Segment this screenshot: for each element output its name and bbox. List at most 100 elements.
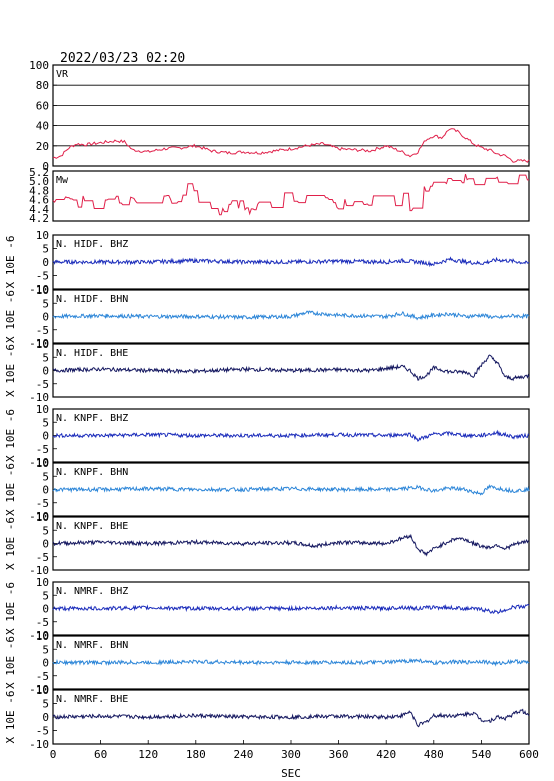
x-tick-label: 300: [281, 748, 301, 761]
y-axis-unit-label: X 10E -6: [4, 290, 17, 343]
x-tick-label: 60: [94, 748, 107, 761]
panel-label: N. KNPF. BHN: [56, 467, 128, 478]
series-line-7: [52, 484, 530, 496]
y-tick-label: 5: [42, 297, 49, 310]
series-line-6: [52, 429, 530, 442]
y-tick-label: -5: [36, 443, 49, 456]
panel-label: N. KNPF. BHZ: [56, 413, 128, 424]
x-tick-label: 120: [138, 748, 158, 761]
y-tick-label: -5: [36, 551, 49, 564]
y-tick-label: 10: [36, 630, 49, 643]
y-tick-label: -5: [36, 497, 49, 510]
y-tick-label: -10: [29, 510, 49, 523]
panel-label: N. HIDF. BHZ: [56, 239, 128, 250]
y-tick-label: 0: [42, 603, 49, 616]
y-tick-label: 100: [29, 59, 49, 72]
y-tick-label: -5: [36, 670, 49, 683]
y-tick-label: 0: [42, 365, 49, 378]
y-tick-label: 5: [42, 698, 49, 711]
x-tick-label: 180: [186, 748, 206, 761]
y-tick-label: 60: [36, 99, 49, 112]
y-tick-label: 4.8: [29, 184, 49, 197]
y-tick-label: -10: [29, 564, 49, 577]
panel-label: N. NMRF. BHE: [56, 694, 128, 705]
y-tick-label: 4.2: [29, 212, 49, 225]
panel-label: VR: [56, 69, 69, 80]
y-tick-label: -10: [29, 391, 49, 404]
y-axis-unit-label: X 10E -6: [4, 344, 17, 397]
panel-label: N. NMRF. BHZ: [56, 586, 128, 597]
y-tick-label: 0: [42, 657, 49, 670]
y-tick-label: 5: [42, 243, 49, 256]
y-tick-label: 10: [36, 511, 49, 524]
y-tick-label: 0: [42, 711, 49, 724]
x-tick-label: 600: [519, 748, 539, 761]
y-tick-label: 10: [36, 403, 49, 416]
y-axis-unit-label: X 10E -6: [4, 409, 17, 462]
y-axis-unit-label: X 10E -6: [4, 517, 17, 570]
panel-frame: [52, 170, 530, 222]
panel-label: N. HIDF. BHN: [56, 294, 128, 305]
y-tick-label: 40: [36, 120, 49, 133]
series-line-11: [52, 708, 530, 728]
y-axis-unit-label: X 10E -6: [4, 582, 17, 635]
y-tick-label: 10: [36, 457, 49, 470]
y-tick-label: 0: [42, 160, 49, 173]
y-tick-label: 5: [42, 643, 49, 656]
x-tick-label: 360: [329, 748, 349, 761]
y-tick-label: 80: [36, 79, 49, 92]
series-line-10: [52, 657, 530, 667]
x-tick-label: 420: [376, 748, 396, 761]
y-tick-label: -5: [36, 378, 49, 391]
y-tick-label: 5: [42, 524, 49, 537]
y-axis-unit-label: X 10E -6: [4, 636, 17, 689]
x-tick-label: 240: [233, 748, 253, 761]
panel-label: N. HIDF. BHE: [56, 348, 128, 359]
series-line-8: [52, 533, 530, 557]
x-axis: 0 60 120 180 240 300 360 420 480 540 600: [50, 740, 539, 761]
y-tick-label: -5: [36, 725, 49, 738]
chart-title: 2022/03/23 02:20: [60, 51, 185, 66]
y-tick-label: 5: [42, 416, 49, 429]
series-line-4: [52, 310, 530, 321]
panel-1: 0 20 40 60 80 100 VR: [29, 59, 530, 173]
y-tick-label: -5: [36, 270, 49, 283]
y-tick-label: 5: [42, 470, 49, 483]
panel-label: N. NMRF. BHN: [56, 640, 128, 651]
panel-label: Mw: [56, 175, 69, 186]
y-tick-label: 5.2: [29, 166, 49, 179]
y-tick-label: -10: [29, 738, 49, 751]
series-line-3: [52, 256, 530, 268]
x-tick-label: 540: [471, 748, 491, 761]
y-tick-label: 4.6: [29, 194, 49, 207]
y-tick-label: -5: [36, 616, 49, 629]
y-axis-unit-label: X 10E -6: [4, 236, 17, 289]
series-line-5: [53, 354, 530, 382]
panel-label: N. KNPF. BHE: [56, 521, 128, 532]
x-tick-label: 0: [50, 748, 57, 761]
y-tick-label: 10: [36, 684, 49, 697]
y-tick-label: 5: [42, 589, 49, 602]
y-tick-label: 5: [42, 351, 49, 364]
panel-frame: [52, 64, 530, 167]
y-tick-label: 20: [36, 140, 49, 153]
y-tick-label: 0: [42, 430, 49, 443]
y-axis-unit-label: X 10E -6: [4, 463, 17, 516]
y-tick-label: 10: [36, 284, 49, 297]
panels-group: 020406080100VR4.24.44.64.85.05.2Mw-10-50…: [4, 59, 530, 751]
y-tick-label: -10: [29, 283, 49, 296]
y-tick-label: -10: [29, 683, 49, 696]
x-axis-label: SEC: [281, 767, 301, 780]
y-tick-label: 5.0: [29, 175, 49, 188]
y-tick-label: -10: [29, 337, 49, 350]
